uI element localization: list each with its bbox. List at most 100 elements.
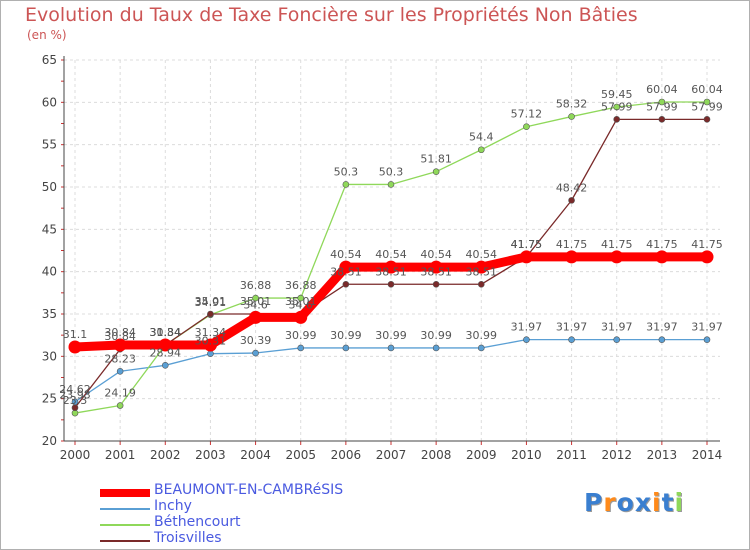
data-label-bethencourt-2001: 24.19 [104,387,136,400]
point-beaumont-2009 [474,260,488,274]
point-beaumont-2014 [700,250,714,264]
point-inchy-2012 [613,336,621,343]
legend-swatch-troisvilles [100,540,150,542]
data-label-troisvilles-2010: 41.75 [511,238,543,251]
point-bethencourt-2012 [613,103,621,111]
data-label-troisvilles-2000: 23.93 [59,389,91,402]
y-tick-label-40: 40 [42,265,57,279]
data-label-bethencourt-2005: 36.88 [285,279,317,292]
data-label-bethencourt-2014: 60.04 [691,83,723,96]
x-tick-label-2001: 2001 [105,448,136,462]
point-bethencourt-2007 [387,181,395,188]
data-label-beaumont-2003: 31.34 [195,326,227,339]
legend-label-beaumont: BEAUMONT-EN-CAMBRéSIS [154,482,344,498]
data-label-beaumont-2002: 30.84 [150,326,182,339]
x-tick-label-2004: 2004 [240,448,271,462]
point-inchy-2009 [477,344,485,352]
data-label-inchy-2010: 31.97 [511,321,543,334]
data-label-troisvilles-2014: 57.99 [691,100,723,113]
data-label-beaumont-2001: 30.84 [104,326,136,339]
logo-letter: t [661,488,675,517]
legend-swatch-beaumont [100,489,150,497]
data-label-inchy-2004: 30.39 [240,334,272,347]
data-label-bethencourt-2004: 36.88 [240,279,272,292]
data-label-inchy-2007: 30.99 [375,329,407,342]
point-beaumont-2011 [565,250,579,264]
data-label-inchy-2012: 31.97 [601,321,633,334]
series-lines [68,98,714,417]
data-label-inchy-2006: 30.99 [330,329,362,342]
point-bethencourt-2009 [477,146,485,154]
data-label-bethencourt-2009: 54.4 [469,131,494,144]
data-label-troisvilles-2005: 35.01 [285,295,317,308]
data-label-bethencourt-2007: 50.3 [379,165,404,178]
point-troisvilles-2009 [477,280,485,288]
x-tick-label-2003: 2003 [195,448,226,462]
logo-letter: i [652,488,662,517]
point-troisvilles-2011 [568,197,575,204]
data-label-inchy-2011: 31.97 [556,321,588,334]
data-label-troisvilles-2004: 35.01 [240,295,272,308]
data-label-troisvilles-2006: 38.51 [330,265,362,278]
proxiti-logo: Proxiti [584,488,684,517]
y-tick-label-20: 20 [42,434,57,448]
x-tick-label-2014: 2014 [692,448,723,462]
chart-unit: (en %) [27,28,67,42]
data-label-troisvilles-2008: 38.51 [420,265,452,278]
y-tick-label-60: 60 [42,95,57,109]
y-tick-label-65: 65 [42,53,57,67]
point-beaumont-2012 [610,250,624,264]
data-label-bethencourt-2000: 23.3 [63,394,88,407]
point-inchy-2011 [568,336,575,343]
point-troisvilles-2012 [613,116,621,123]
y-tick-label-50: 50 [42,180,57,194]
point-inchy-2002 [161,362,169,369]
point-beaumont-2006 [339,260,353,274]
data-label-bethencourt-2013: 60.04 [646,83,678,96]
logo-letter: i [674,488,685,517]
legend-swatch-inchy [100,508,150,510]
point-bethencourt-2013 [658,98,666,106]
point-inchy-2001 [116,368,124,375]
data-label-beaumont-2006: 40.54 [330,248,362,261]
data-label-inchy-2014: 31.97 [691,321,723,334]
point-beaumont-2008 [429,260,443,274]
data-label-bethencourt-2011: 58.32 [556,98,588,111]
legend-swatch-bethencourt [100,524,150,526]
point-troisvilles-2003 [207,310,214,318]
data-label-troisvilles-2002: 31.34 [150,326,182,339]
point-beaumont-2002 [158,338,172,352]
point-beaumont-2007 [384,260,398,274]
point-bethencourt-2005 [297,294,305,302]
data-label-beaumont-2014: 41.75 [691,238,723,251]
data-label-bethencourt-2010: 57.12 [511,108,543,121]
y-tick-label-45: 45 [42,222,57,236]
data-label-beaumont-2010: 41.75 [511,238,543,251]
data-label-beaumont-2011: 41.75 [556,238,588,251]
data-label-bethencourt-2008: 51.81 [420,153,452,166]
point-inchy-2008 [432,344,440,352]
logo-letter: x [634,488,652,517]
point-troisvilles-2008 [432,280,440,288]
legend-label-bethencourt: Béthencourt [154,514,241,530]
point-bethencourt-2010 [523,123,530,131]
legend-label-inchy: Inchy [154,498,192,514]
point-troisvilles-2006 [342,280,350,288]
x-tick-label-2000: 2000 [60,448,91,462]
data-label-beaumont-2008: 40.54 [420,248,452,261]
point-inchy-2013 [658,336,666,343]
x-tick-label-2009: 2009 [466,448,497,462]
point-inchy-2010 [523,336,530,343]
data-label-inchy-2005: 30.99 [285,329,317,342]
y-tick-label-35: 35 [42,307,57,321]
point-bethencourt-2001 [116,402,124,409]
data-label-beaumont-2012: 41.75 [601,238,633,251]
data-label-beaumont-2004: 34.6 [243,298,268,311]
data-label-troisvilles-2011: 48.42 [556,181,588,194]
point-inchy-2014 [703,336,711,343]
data-label-beaumont-2013: 41.75 [646,238,678,251]
x-tick-label-2002: 2002 [150,448,181,462]
point-inchy-2004 [252,349,259,357]
point-troisvilles-2007 [387,280,395,288]
